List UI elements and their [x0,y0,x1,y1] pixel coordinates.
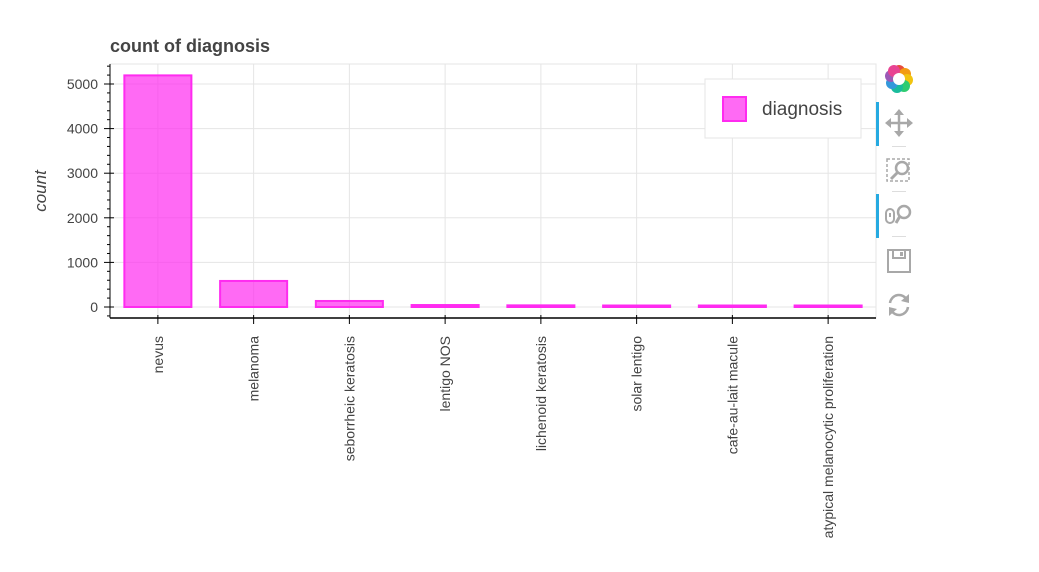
y-tick-label: 2000 [67,210,98,226]
bokeh-logo-icon [885,65,913,93]
bar-cafe-au-lait-macule[interactable] [697,304,767,308]
y-axis-label: count [31,169,50,212]
x-tick-label: seborrheic keratosis [341,336,357,461]
reset-icon [888,293,910,317]
toolbar-separator [892,236,906,237]
bokeh-logo-button[interactable] [876,58,922,98]
x-axis: nevus melanoma seborrheic keratosis lentigo… [110,315,876,538]
y-tick-label: 3000 [67,165,98,181]
y-tick-label: 1000 [67,254,98,270]
bar-lentigo-nos[interactable] [410,304,480,308]
legend[interactable]: diagnosis [704,78,862,139]
save-icon [887,249,911,273]
box-zoom-icon [886,158,910,182]
y-tick-label: 5000 [67,76,98,92]
x-tick-label: lentigo NOS [437,336,453,411]
wheel-zoom-icon [885,204,912,224]
toolbar-separator [892,146,906,147]
wheel-zoom-active-indicator [876,194,879,238]
bar-melanoma[interactable] [219,279,289,309]
bar-seborrheic-keratosis[interactable] [314,299,384,309]
y-tick-label: 4000 [67,121,98,137]
bars[interactable] [123,74,863,309]
toolbar [876,58,922,328]
box-zoom-tool-button[interactable] [876,150,922,190]
x-tick-label: solar lentigo [629,336,645,412]
x-tick-label: melanoma [246,336,262,402]
chart-title: count of diagnosis [110,36,270,56]
y-tick-label: 0 [90,299,98,315]
bar-lichenoid-keratosis[interactable] [506,304,576,308]
pan-tool-button[interactable] [876,102,922,146]
x-tick-label: cafe-au-lait macule [724,336,740,454]
y-axis: 0 1000 2000 3000 4000 5000 [67,64,114,318]
wheel-zoom-tool-button[interactable] [876,194,922,238]
toolbar-separator [892,191,906,192]
bar-atypical-melanocytic-proliferation[interactable] [793,304,863,308]
legend-swatch [722,96,747,122]
x-tick-label: nevus [150,336,166,373]
x-tick-label: atypical melanocytic proliferation [820,336,836,538]
legend-label: diagnosis [762,99,842,120]
x-tick-label: lichenoid keratosis [533,336,549,451]
bar-nevus[interactable] [123,74,193,308]
save-tool-button[interactable] [876,240,922,280]
pan-icon [885,109,913,137]
bar-solar-lentigo[interactable] [602,304,672,308]
reset-tool-button[interactable] [876,284,922,324]
pan-active-indicator [876,102,879,146]
